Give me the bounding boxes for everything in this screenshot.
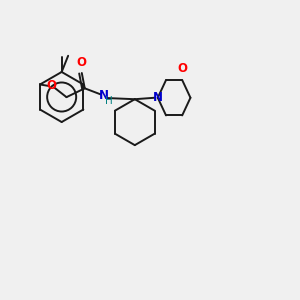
Text: O: O	[46, 80, 56, 92]
Text: H: H	[105, 96, 113, 106]
Text: O: O	[76, 56, 86, 69]
Text: N: N	[99, 89, 109, 102]
Text: O: O	[178, 62, 188, 75]
Text: N: N	[153, 91, 163, 104]
